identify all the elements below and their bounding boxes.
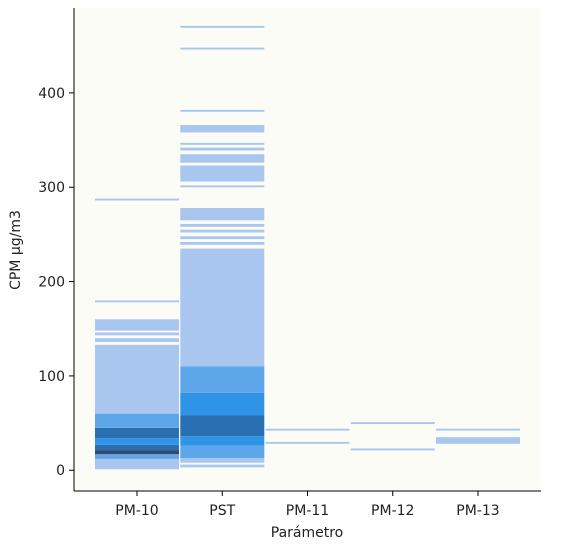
y-ticks: 0 100 200 300 400 xyxy=(38,86,74,479)
x-tick-label: PST xyxy=(209,503,235,519)
density-band xyxy=(95,332,179,336)
density-band xyxy=(180,165,265,182)
density-band xyxy=(180,208,265,221)
y-tick-label: 0 xyxy=(56,463,65,479)
density-band xyxy=(180,392,265,416)
x-axis-label: Parámetro xyxy=(271,525,343,541)
density-band xyxy=(436,437,520,444)
density-band xyxy=(180,142,265,145)
x-tick-label: PM-13 xyxy=(456,503,499,519)
y-tick-label: 100 xyxy=(38,369,65,385)
density-band xyxy=(180,366,265,393)
density-band xyxy=(95,427,179,439)
x-tick-label: PM-12 xyxy=(371,503,414,519)
density-band xyxy=(180,445,265,458)
density-band xyxy=(95,444,179,451)
y-tick-label: 400 xyxy=(38,86,65,102)
density-band xyxy=(180,25,265,28)
density-band xyxy=(180,236,265,240)
density-band xyxy=(436,428,520,431)
density-band xyxy=(180,242,265,245)
density-band xyxy=(265,441,350,444)
density-band xyxy=(180,224,265,227)
y-axis-label: CPM µg/m3 xyxy=(8,210,24,290)
density-band xyxy=(95,413,179,428)
density-band xyxy=(350,448,435,451)
density-band xyxy=(180,415,265,437)
y-tick-label: 200 xyxy=(38,275,65,291)
density-band xyxy=(350,422,435,424)
density-band xyxy=(180,154,265,163)
density-band xyxy=(180,436,265,446)
density-band xyxy=(95,300,179,303)
density-band xyxy=(180,109,265,112)
density-band xyxy=(265,428,350,431)
density-band xyxy=(180,464,265,468)
density-band xyxy=(95,319,179,331)
density-band xyxy=(95,454,179,459)
density-band xyxy=(95,458,179,470)
density-band xyxy=(180,125,265,133)
density-band xyxy=(95,438,179,445)
x-ticks: PM-10 PST PM-11 PM-12 PM-13 xyxy=(115,491,500,519)
density-band xyxy=(95,344,179,414)
density-band xyxy=(180,458,265,463)
density-band xyxy=(95,338,179,342)
bands-layer xyxy=(95,25,520,470)
density-band xyxy=(95,450,179,455)
density-band xyxy=(180,47,265,50)
density-band xyxy=(180,185,265,188)
density-band xyxy=(180,147,265,151)
density-band xyxy=(180,229,265,233)
x-tick-label: PM-11 xyxy=(286,503,329,519)
density-band xyxy=(95,198,179,201)
density-band xyxy=(180,248,265,367)
y-tick-label: 300 xyxy=(38,180,65,196)
x-tick-label: PM-10 xyxy=(115,503,158,519)
